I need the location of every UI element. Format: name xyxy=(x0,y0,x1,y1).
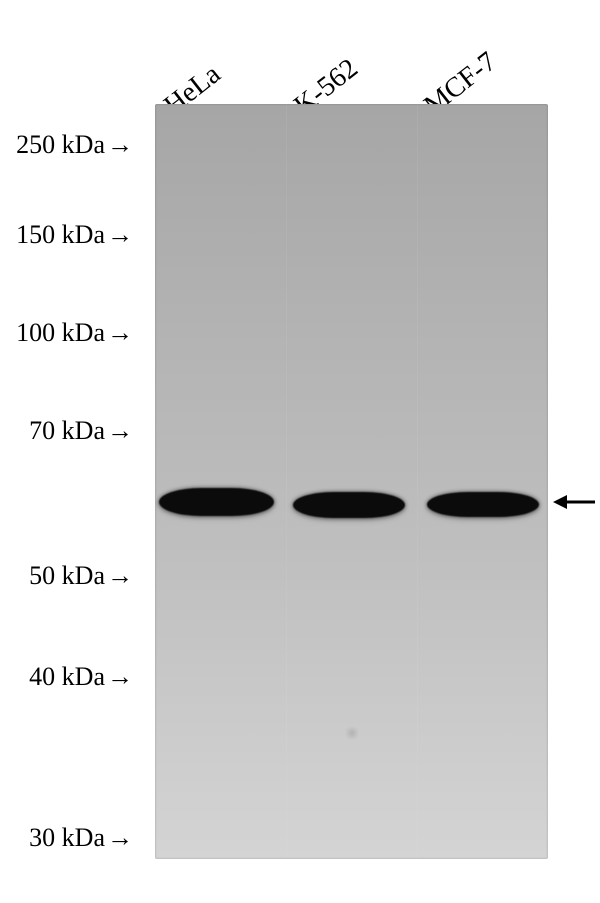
mw-marker-5: 40 kDa→ xyxy=(3,662,133,692)
band-lane-1 xyxy=(293,492,405,518)
artifact-streak xyxy=(396,167,504,244)
figure-container: WWW.PTGLAB.COM HeLa K-562 MCF-7 250 kDa→… xyxy=(0,0,600,903)
lane-separator xyxy=(286,104,287,859)
band-indicator-arrow-icon xyxy=(553,492,595,512)
arrow-right-icon: → xyxy=(107,130,133,160)
artifact-streak xyxy=(265,107,385,184)
mw-marker-text: 70 kDa xyxy=(29,416,105,445)
arrow-right-icon: → xyxy=(107,662,133,692)
mw-marker-text: 30 kDa xyxy=(29,823,105,852)
band-lane-0 xyxy=(159,488,274,516)
mw-marker-text: 250 kDa xyxy=(16,130,105,159)
mw-marker-text: 50 kDa xyxy=(29,561,105,590)
artifact-streak xyxy=(455,354,535,360)
arrow-right-icon: → xyxy=(107,220,133,250)
mw-marker-1: 150 kDa→ xyxy=(3,220,133,250)
band-lane-2 xyxy=(427,492,539,517)
mw-marker-text: 100 kDa xyxy=(16,318,105,347)
arrow-right-icon: → xyxy=(107,561,133,591)
lane-separator xyxy=(417,104,418,859)
mw-marker-6: 30 kDa→ xyxy=(3,823,133,853)
arrow-right-icon: → xyxy=(107,416,133,446)
artifact-streak xyxy=(319,249,511,362)
arrow-right-icon: → xyxy=(107,823,133,853)
arrow-right-icon: → xyxy=(107,318,133,348)
mw-marker-text: 150 kDa xyxy=(16,220,105,249)
western-blot-membrane xyxy=(155,104,548,859)
mw-marker-2: 100 kDa→ xyxy=(3,318,133,348)
mw-marker-0: 250 kDa→ xyxy=(3,130,133,160)
mw-marker-3: 70 kDa→ xyxy=(3,416,133,446)
artifact-streak xyxy=(226,197,404,294)
artifact-spot xyxy=(345,726,359,740)
mw-marker-text: 40 kDa xyxy=(29,662,105,691)
mw-marker-4: 50 kDa→ xyxy=(3,561,133,591)
